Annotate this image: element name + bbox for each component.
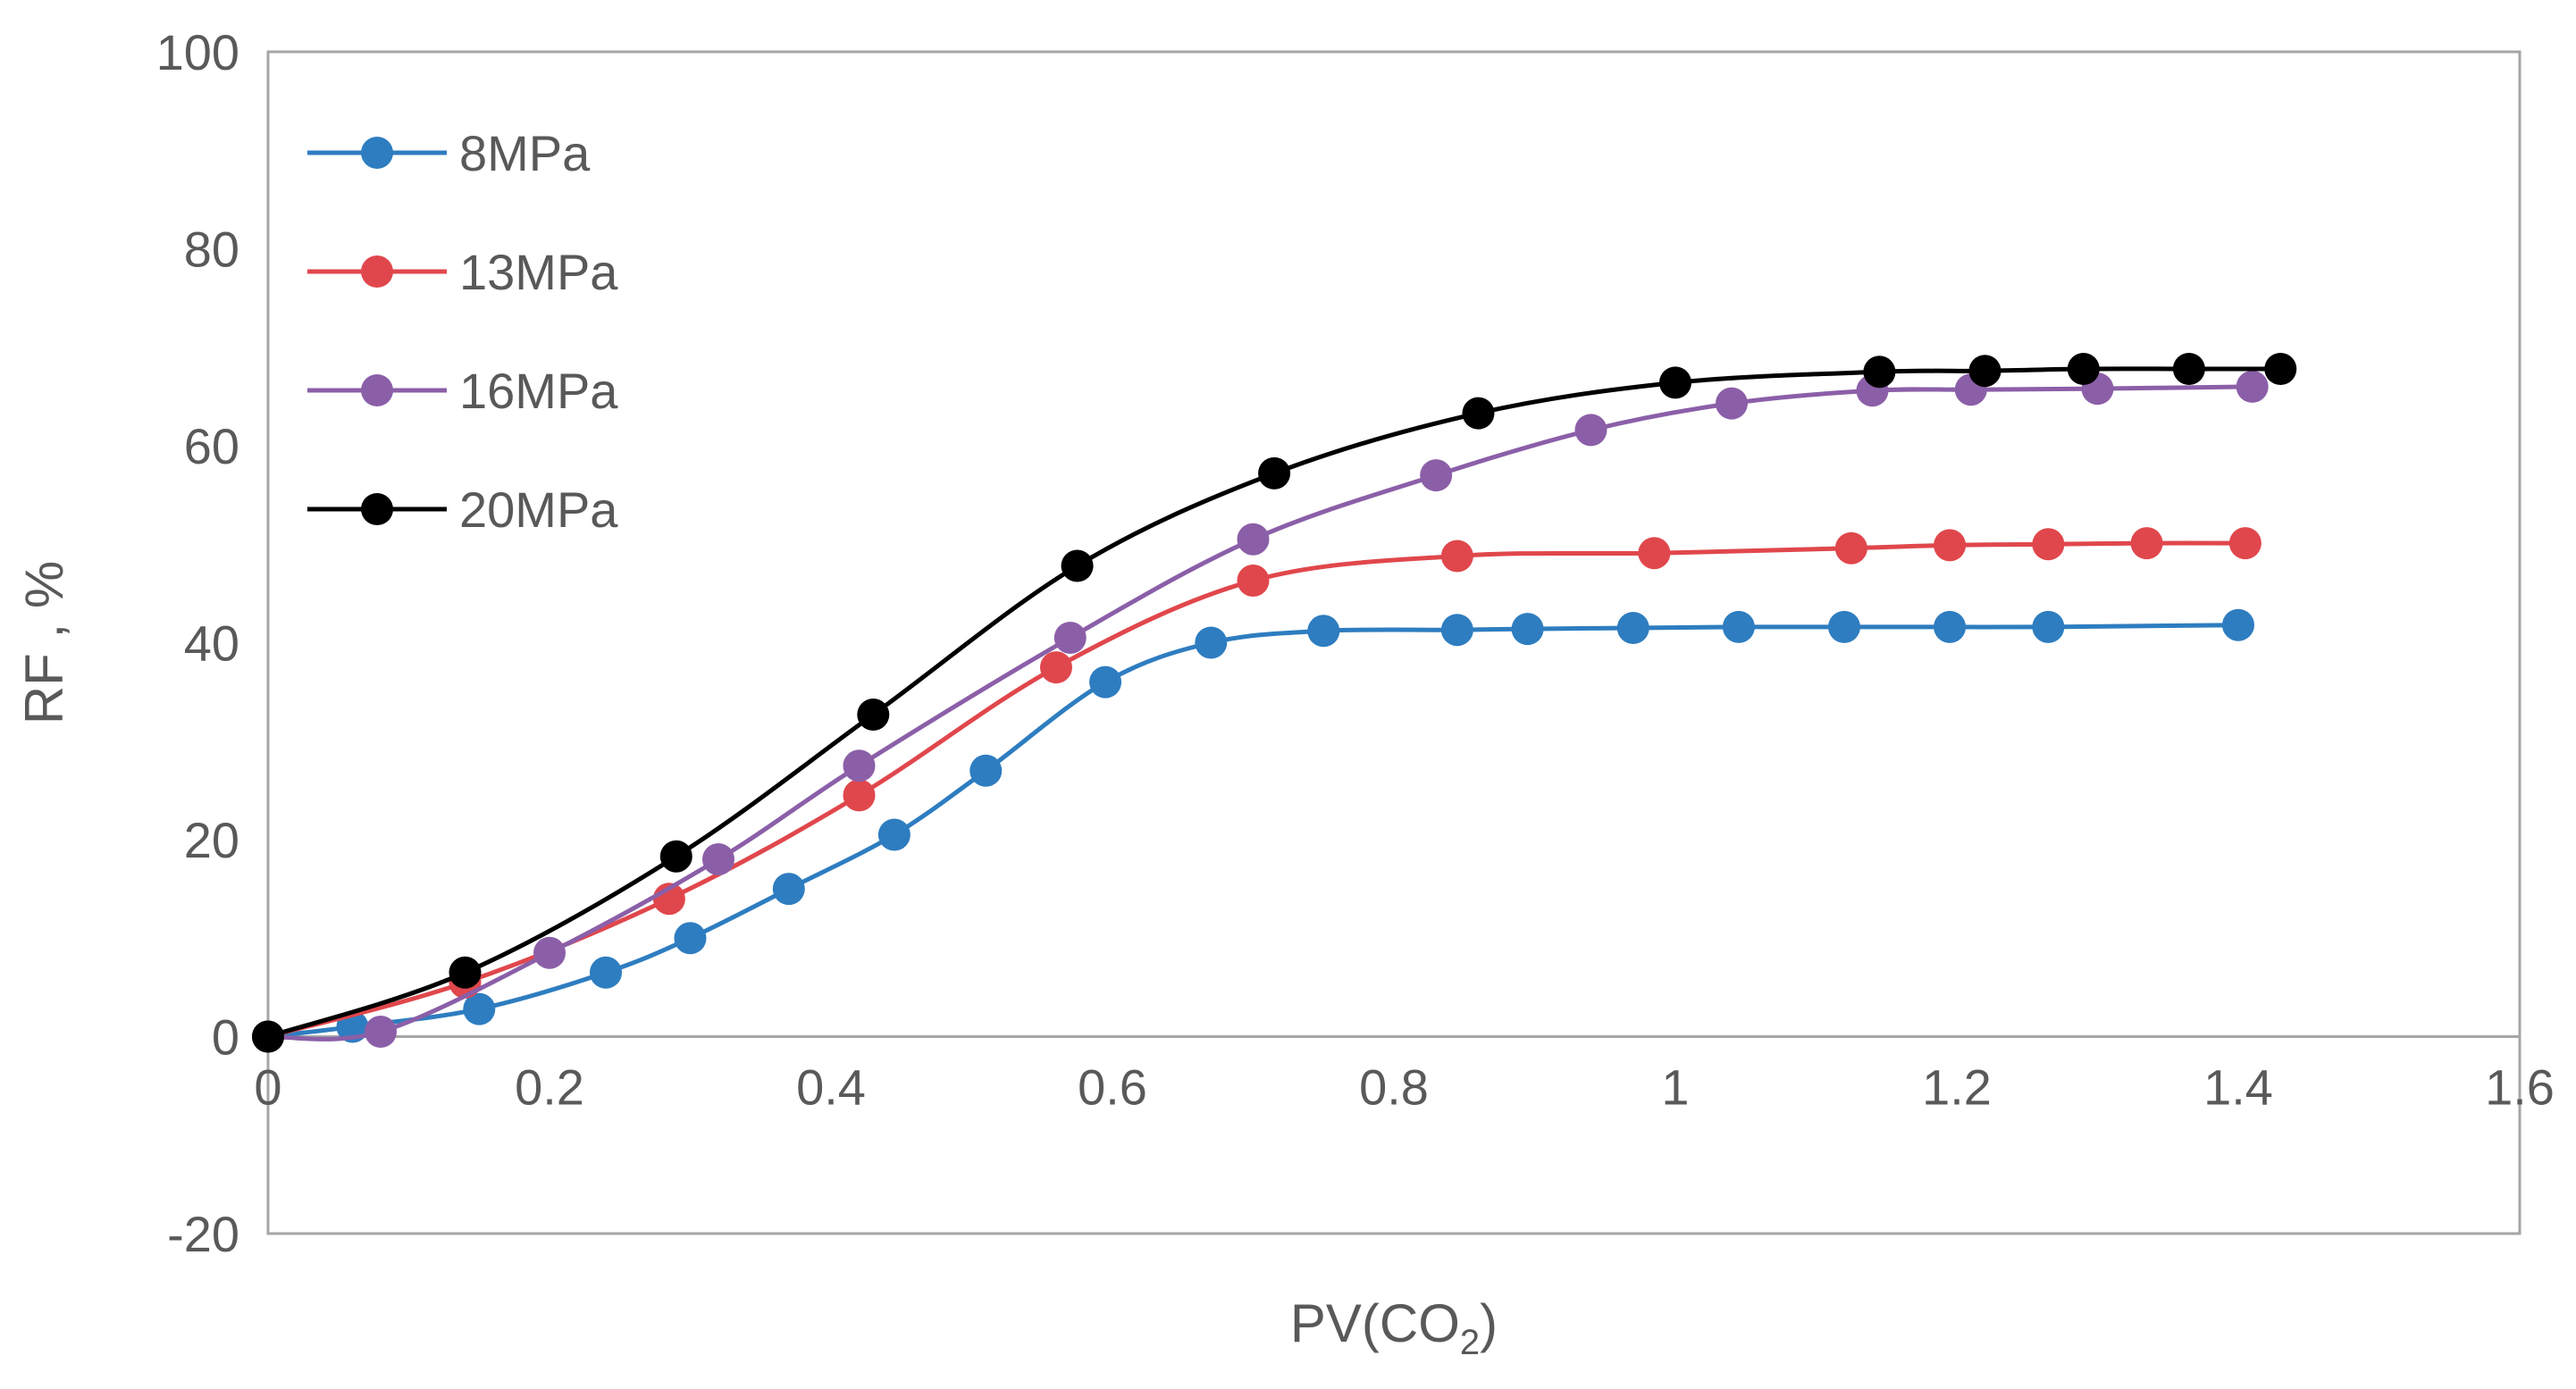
data-point (1237, 523, 1270, 556)
data-point (1195, 626, 1228, 659)
x-tick-label: 1 (1661, 1059, 1689, 1116)
x-tick-label: 0.4 (796, 1059, 866, 1116)
data-point (674, 922, 707, 955)
data-point (2130, 527, 2163, 560)
data-point (843, 749, 876, 782)
x-tick-label: 0.6 (1078, 1059, 1147, 1116)
data-point (2228, 527, 2261, 560)
data-point (2264, 353, 2297, 385)
y-tick-label: 0 (212, 1009, 239, 1066)
data-point (2032, 610, 2065, 643)
data-point (1968, 355, 2001, 388)
legend-label: 16MPa (459, 363, 618, 419)
series-20mpa (252, 353, 2297, 1053)
series-line (267, 366, 2281, 1039)
legend-marker (361, 374, 393, 406)
legend-item: 13MPa (307, 244, 618, 300)
data-point (1089, 665, 1122, 699)
data-point (463, 992, 496, 1025)
legend-marker (361, 493, 393, 525)
series-16mpa (252, 370, 2269, 1053)
y-tick-label: 20 (184, 812, 239, 868)
data-point (1574, 414, 1607, 447)
data-point (2222, 608, 2254, 641)
data-point (1040, 651, 1072, 684)
legend-label: 8MPa (459, 125, 591, 181)
y-tick-labels: -20 0 20 40 60 80 100 (156, 24, 239, 1262)
data-point (1462, 397, 1495, 430)
x-axis-title-subscript: 2 (1460, 1323, 1480, 1362)
y-tick-label: 60 (184, 418, 239, 474)
x-tick-label: 1.4 (2203, 1059, 2273, 1116)
x-axis-title-close: ) (1480, 1293, 1498, 1353)
series-group (252, 353, 2297, 1053)
data-point (1616, 612, 1649, 644)
data-point (1934, 610, 1967, 643)
data-point (857, 699, 890, 731)
data-point (252, 1020, 284, 1053)
data-point (590, 956, 622, 989)
x-tick-label: 0.2 (515, 1059, 584, 1116)
legend-label: 13MPa (459, 244, 618, 300)
data-point (877, 818, 910, 851)
series-line (267, 540, 2245, 1039)
y-tick-label: 80 (184, 222, 239, 278)
y-tick-label: 100 (156, 24, 239, 80)
data-point (1659, 366, 1691, 399)
data-point (449, 956, 482, 989)
data-point (2172, 353, 2205, 385)
x-tick-labels: 0 0.2 0.4 0.6 0.8 1 1.2 1.4 1.6 (254, 1059, 2555, 1116)
data-point (1511, 613, 1544, 646)
data-point (1237, 565, 1270, 597)
data-point (772, 873, 805, 906)
data-point (1053, 622, 1087, 654)
data-point (1258, 456, 1291, 489)
legend-marker (361, 137, 393, 169)
data-point (1440, 540, 1473, 573)
data-point (1716, 387, 1748, 420)
data-point (1440, 614, 1473, 647)
legend-marker (361, 255, 393, 288)
legend-item: 16MPa (307, 363, 618, 419)
legend-item: 8MPa (307, 125, 591, 181)
x-tick-label: 1.6 (2485, 1059, 2555, 1116)
plot-area-border (266, 50, 2521, 1235)
y-axis-title: RF , % (14, 561, 74, 724)
legend-label: 20MPa (459, 481, 618, 538)
x-axis-title-main: PV(CO (1290, 1293, 1460, 1353)
x-tick-label: 1.2 (1922, 1059, 1992, 1116)
data-point (702, 843, 734, 875)
data-point (1834, 531, 1867, 565)
data-point (1828, 610, 1860, 643)
series-8mpa (252, 608, 2254, 1053)
data-point (1722, 610, 1755, 643)
series-line (267, 384, 2253, 1042)
data-point (2067, 353, 2100, 385)
data-point (1638, 537, 1671, 570)
data-point (2032, 528, 2065, 561)
data-point (659, 840, 692, 873)
data-point (1863, 356, 1896, 389)
legend: 8MPa 13MPa 16MPa 20MPa (307, 125, 618, 538)
y-tick-label: -20 (167, 1206, 239, 1262)
data-point (969, 754, 1003, 787)
y-tick-label: 40 (184, 615, 239, 672)
data-point (533, 936, 566, 969)
data-point (365, 1016, 397, 1048)
data-point (1061, 549, 1094, 582)
x-axis-title: PV(CO2) (1290, 1293, 1498, 1362)
x-tick-label: 0.8 (1359, 1059, 1429, 1116)
data-point (843, 779, 876, 812)
legend-item: 20MPa (307, 481, 618, 538)
data-point (1934, 529, 1967, 562)
data-point (1420, 459, 1453, 492)
data-point (1307, 615, 1340, 648)
data-point (2236, 370, 2269, 403)
x-tick-label: 0 (254, 1059, 281, 1116)
